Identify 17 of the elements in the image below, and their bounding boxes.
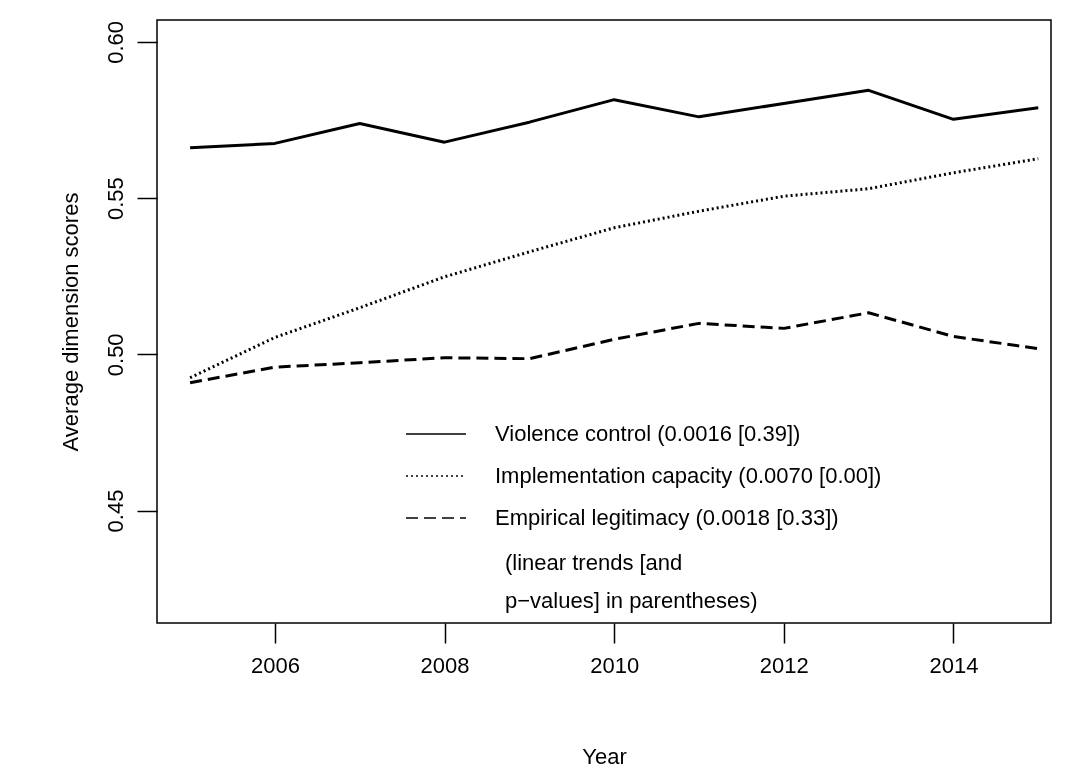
legend-label: Violence control (0.0016 [0.39]) xyxy=(495,421,801,446)
y-axis-title: Average dimension scores xyxy=(57,192,83,452)
x-tick-label: 2012 xyxy=(759,652,809,678)
x-tick-label: 2006 xyxy=(250,652,300,678)
annotation: (linear trends [and xyxy=(505,550,683,575)
y-tick-label: 0.50 xyxy=(102,333,128,377)
x-tick-label: 2010 xyxy=(590,652,640,678)
line-series xyxy=(188,88,1040,150)
x-tick-label: 2008 xyxy=(420,652,470,678)
x-axis-title: Year xyxy=(582,743,627,769)
y-tick-label: 0.60 xyxy=(102,20,128,64)
legend-label: Empirical legitimacy (0.0018 [0.33]) xyxy=(495,505,839,530)
x-tick-label: 2014 xyxy=(929,652,979,678)
annotation: p−values] in parentheses) xyxy=(505,587,758,613)
legend-label: Implementation capacity (0.0070 [0.00]) xyxy=(495,463,882,488)
y-tick-label: 0.55 xyxy=(102,177,128,220)
y-tick-label: 0.45 xyxy=(102,489,128,533)
